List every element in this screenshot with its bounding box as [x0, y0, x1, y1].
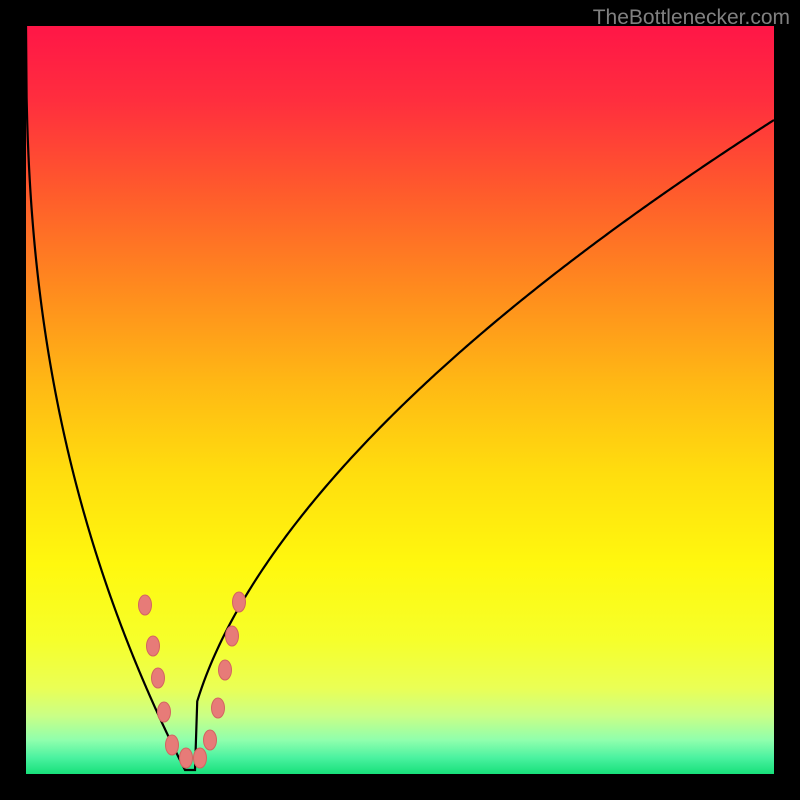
curve-marker — [194, 748, 207, 768]
curve-marker — [152, 668, 165, 688]
curve-marker — [212, 698, 225, 718]
curve-layer — [26, 26, 774, 774]
plot-area — [26, 26, 774, 774]
curve-marker — [226, 626, 239, 646]
curve-marker — [233, 592, 246, 612]
curve-marker — [139, 595, 152, 615]
watermark-text: TheBottlenecker.com — [593, 6, 790, 30]
curve-marker — [204, 730, 217, 750]
bottleneck-curve — [26, 26, 774, 770]
curve-marker — [166, 735, 179, 755]
curve-marker — [147, 636, 160, 656]
curve-marker — [158, 702, 171, 722]
curve-marker — [219, 660, 232, 680]
curve-marker — [180, 748, 193, 768]
